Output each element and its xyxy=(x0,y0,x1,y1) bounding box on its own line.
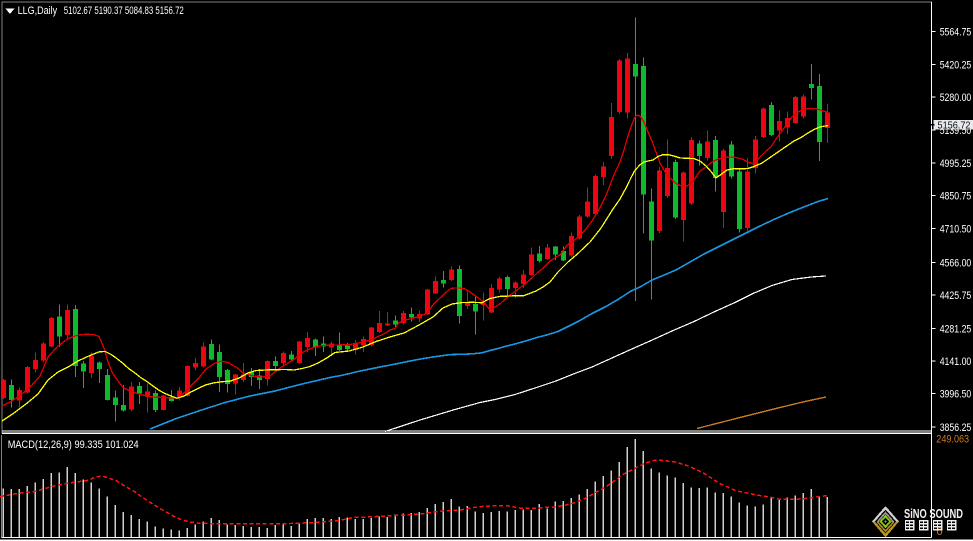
svg-text:4850.75: 4850.75 xyxy=(940,190,972,202)
svg-text:4425.75: 4425.75 xyxy=(940,290,972,302)
svg-text:4141.00: 4141.00 xyxy=(940,356,972,368)
svg-text:4281.25: 4281.25 xyxy=(940,323,972,335)
svg-text:LLG,Daily: LLG,Daily xyxy=(18,5,58,17)
svg-text:3856.25: 3856.25 xyxy=(940,422,972,434)
svg-text:3996.50: 3996.50 xyxy=(940,388,972,400)
svg-text:5420.25: 5420.25 xyxy=(940,59,972,71)
svg-text:5156.72: 5156.72 xyxy=(938,120,971,132)
svg-text:5102.67 5190.37 5084.83 5156.7: 5102.67 5190.37 5084.83 5156.72 xyxy=(64,5,184,17)
svg-text:4566.00: 4566.00 xyxy=(940,257,972,269)
svg-text:249.063: 249.063 xyxy=(936,434,969,446)
svg-text:4995.25: 4995.25 xyxy=(940,158,972,170)
svg-text:4710.50: 4710.50 xyxy=(940,223,972,235)
svg-text:SiNO SOUND: SiNO SOUND xyxy=(904,506,963,521)
svg-text:MACD(12,26,9) 99.335 101.024: MACD(12,26,9) 99.335 101.024 xyxy=(8,439,139,451)
svg-text:5280.00: 5280.00 xyxy=(940,92,972,104)
svg-text:5564.75: 5564.75 xyxy=(940,26,972,38)
svg-text:0: 0 xyxy=(937,526,943,538)
